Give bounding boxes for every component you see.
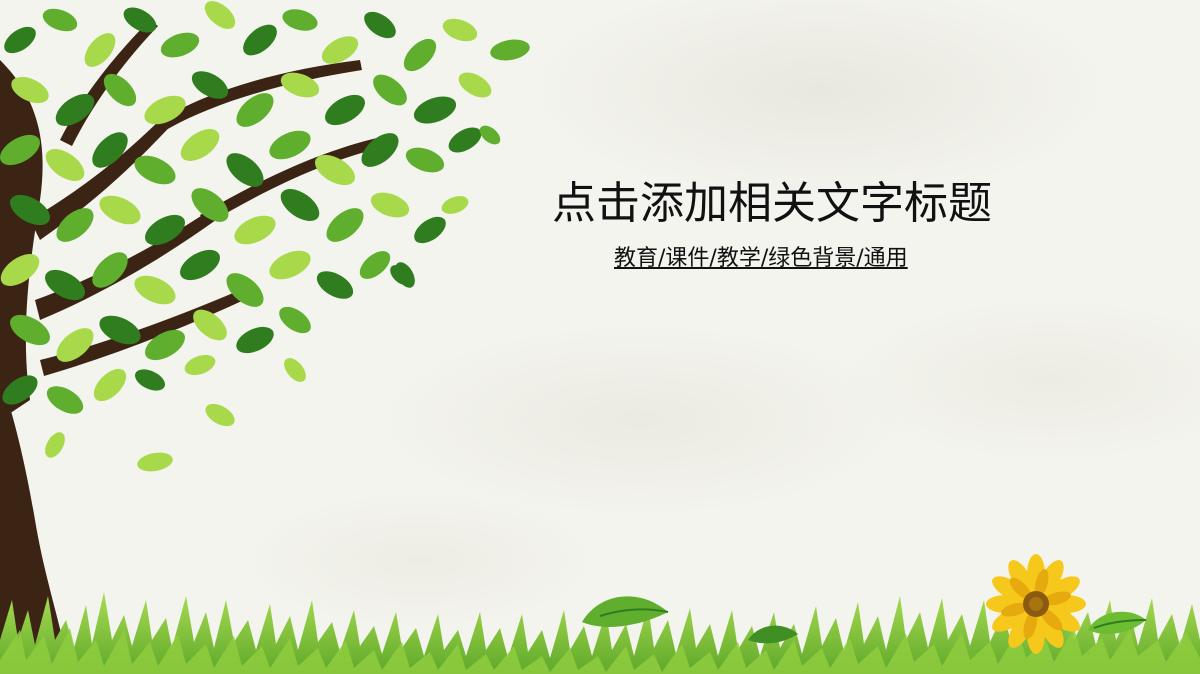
slide-title: 点击添加相关文字标题 xyxy=(552,178,992,229)
tree-leaves xyxy=(0,1,530,472)
fallen-leaf-icon xyxy=(582,596,1147,644)
sunflower-icon xyxy=(986,554,1086,654)
grass-strip xyxy=(0,592,1200,674)
slide-subtitle: 教育/课件/教学/绿色背景/通用 xyxy=(614,246,908,271)
